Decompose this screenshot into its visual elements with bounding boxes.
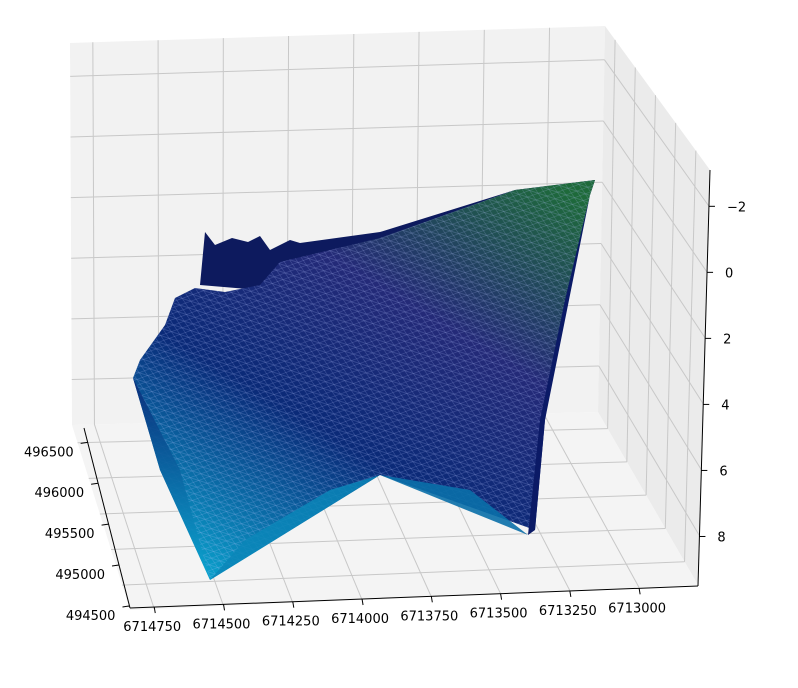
grid-line [664, 122, 677, 529]
z-axis-ticks: −2 0 2 4 6 8 [699, 200, 746, 545]
grid-line [607, 39, 616, 429]
grid-line [543, 413, 640, 588]
y-axis-ticks: 6714750 6714500 6714250 6714000 6713750 67135… [123, 588, 666, 635]
grid-line [70, 59, 605, 77]
surface-trough-right [380, 475, 528, 535]
y-tick-label: 6713250 [539, 604, 597, 619]
x-tick-label: 495500 [45, 527, 95, 542]
z-tick-label: 4 [721, 398, 729, 413]
grid-line [626, 67, 636, 462]
y-tick-label: 6713000 [608, 601, 666, 616]
z-axis-line [697, 169, 711, 587]
grid-line [70, 181, 603, 199]
y-tick-label: 6714000 [331, 612, 389, 627]
y-tick-mark [569, 590, 572, 598]
y-tick-mark [153, 606, 156, 614]
y-tick-mark [292, 601, 295, 608]
x-axis-line [83, 427, 131, 609]
y-tick-mark [500, 593, 503, 600]
y-tick-mark [223, 604, 226, 611]
right-pane [598, 26, 710, 585]
x-tick-label: 496000 [34, 486, 84, 501]
surface-right-face [528, 195, 590, 535]
grid-line [93, 424, 155, 610]
x-tick-mark [91, 482, 99, 485]
z-tick-label: 6 [719, 464, 727, 479]
grid-line [684, 150, 697, 562]
x-tick-mark [111, 564, 120, 567]
z-tick-label: −2 [727, 200, 746, 215]
grid-line [92, 42, 95, 425]
surface-front-face [133, 378, 210, 580]
y-tick-label: 6714500 [193, 617, 251, 632]
grid-line [602, 120, 708, 273]
x-tick-mark [122, 605, 130, 608]
x-tick-label: 494500 [66, 609, 116, 624]
surface [133, 180, 595, 580]
grid-line [598, 365, 700, 536]
grid-line [70, 120, 604, 138]
y-tick-mark [361, 598, 364, 606]
y-tick-label: 6714750 [123, 620, 181, 635]
y-tick-mark [638, 588, 641, 595]
grid-line [122, 561, 685, 586]
x-axis-ticks: 494500 495000 495500 496000 496500 [24, 441, 130, 624]
grid-line [603, 59, 710, 207]
grid-line [601, 181, 706, 339]
y-tick-label: 6714250 [262, 615, 320, 630]
surface-mesh [133, 180, 595, 580]
grid-line [599, 304, 702, 470]
grid-line [645, 95, 656, 496]
z-tick-label: 8 [717, 530, 725, 545]
grid-line [600, 243, 704, 405]
y-axis-line [129, 585, 699, 609]
surface-trough-left [210, 475, 380, 580]
z-tick-label: 2 [723, 332, 731, 347]
x-tick-label: 496500 [24, 445, 74, 460]
x-tick-mark [101, 523, 109, 526]
y-tick-label: 6713750 [400, 609, 458, 624]
y-tick-label: 6713500 [470, 607, 528, 622]
y-tick-mark [430, 596, 433, 603]
z-tick-label: 0 [725, 266, 733, 281]
x-tick-mark [80, 441, 88, 444]
x-tick-label: 495000 [55, 568, 105, 583]
